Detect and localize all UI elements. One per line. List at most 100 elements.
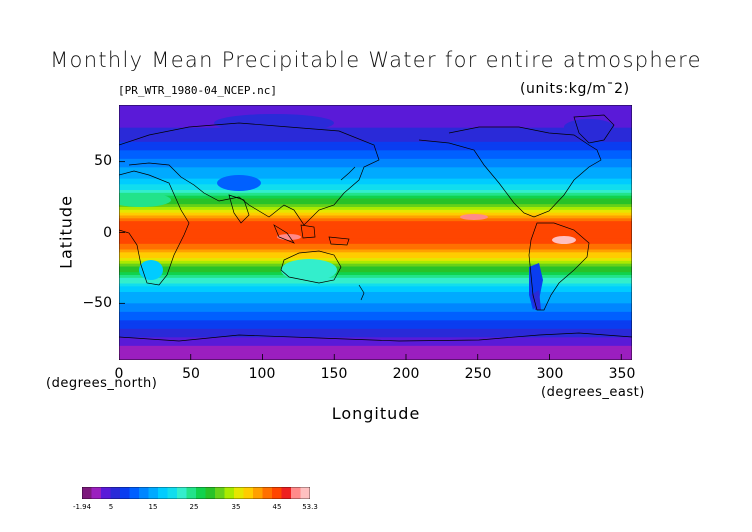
latitude-band — [119, 317, 632, 321]
colorbar-swatch — [234, 487, 244, 499]
latitude-band — [119, 345, 632, 350]
colorbar-swatch — [148, 487, 159, 499]
latitude-band — [119, 255, 632, 259]
latitude-band — [119, 221, 632, 225]
borneo-coast — [300, 224, 316, 239]
new-guinea-coast — [328, 236, 350, 246]
x-tick-0: 0 — [114, 366, 124, 382]
latitude-band — [119, 306, 632, 310]
latitude-band — [119, 283, 632, 287]
latitude-band — [119, 164, 632, 168]
latitude-band — [119, 224, 632, 228]
file-info: [PR_WTR_1980-04_NCEP.nc] — [118, 84, 277, 97]
patagonia-dry — [531, 290, 541, 310]
colorbar-swatch — [253, 487, 263, 499]
colorbar-tick-max: 53.3 — [302, 503, 318, 511]
latitude-band — [119, 178, 632, 183]
x-tick-100: 100 — [248, 366, 276, 382]
latitude-band — [119, 229, 632, 234]
latitude-band — [119, 218, 632, 222]
latitude-band — [119, 167, 632, 171]
colorbar-swatch — [129, 487, 140, 499]
latitude-band — [119, 158, 632, 163]
greenland-coast — [573, 114, 615, 144]
coastlines — [119, 114, 632, 342]
latitude-band — [119, 204, 632, 208]
latitude-band — [119, 212, 632, 217]
colorbar-swatch — [82, 487, 92, 499]
colorbar-swatch — [167, 487, 178, 499]
latitude-band — [119, 294, 632, 299]
latitude-band — [119, 249, 632, 253]
latitude-band — [119, 181, 632, 185]
latitude-band — [119, 260, 632, 265]
latitude-band — [119, 311, 632, 316]
latitude-band — [119, 144, 632, 149]
colorbar-swatch — [196, 487, 206, 499]
latitude-band — [119, 275, 632, 279]
latitude-band — [119, 292, 632, 296]
latitude-band — [119, 133, 632, 137]
latitude-band — [119, 241, 632, 245]
colorbar-swatch — [186, 487, 197, 499]
latitude-band — [119, 113, 632, 117]
warm-pool-peak-1 — [277, 234, 301, 240]
latitude-band — [119, 354, 632, 358]
x-tick-150: 150 — [320, 366, 348, 382]
latitude-band — [119, 343, 632, 347]
latitude-band — [119, 175, 632, 180]
colorbar-swatch — [262, 487, 273, 499]
latitude-band — [119, 300, 632, 304]
africa-coast — [119, 170, 190, 286]
axis-ticks — [119, 161, 622, 360]
latitude-band — [119, 190, 632, 194]
eurasia-coast — [119, 122, 380, 226]
southern-africa-patch — [139, 260, 163, 280]
sumatra-coast — [273, 224, 295, 244]
tibet-dry-patch — [217, 175, 261, 191]
latitude-band — [119, 195, 632, 200]
units-label: (units:kg/m¯2) — [520, 81, 630, 97]
latitude-band — [119, 340, 632, 344]
north-america-coast — [418, 126, 602, 218]
nz-coast — [358, 284, 365, 301]
japan-coast — [340, 166, 356, 181]
latitude-band — [119, 161, 632, 166]
latitude-band — [119, 215, 632, 219]
colorbar-swatch — [205, 487, 216, 499]
latitude-band — [119, 130, 632, 134]
warm-pool-peak-2 — [460, 214, 488, 220]
colorbar-swatch — [291, 487, 301, 499]
latitude-band — [119, 314, 632, 319]
y-tick-50: 50 — [94, 153, 112, 169]
latitude-band — [119, 303, 632, 307]
latitude-band — [119, 198, 632, 202]
x-tick-350: 350 — [608, 366, 636, 382]
x-tick-300: 300 — [536, 366, 564, 382]
antarctica-coast — [119, 332, 632, 342]
colorbar-tick-35: 35 — [231, 503, 241, 511]
latitude-band — [119, 153, 632, 157]
latitude-band — [119, 286, 632, 290]
colorbar-tick-min: -1.94 — [72, 503, 92, 511]
latitude-band — [119, 337, 632, 341]
latitude-band — [119, 139, 632, 143]
chart-title: Monthly Mean Precipitable Water for enti… — [50, 48, 702, 72]
latitude-band — [119, 124, 632, 129]
y-axis-unit: (degrees_north) — [46, 376, 158, 391]
colorbar-swatch — [139, 487, 149, 499]
colorbar-swatch — [91, 487, 102, 499]
latitude-band — [119, 238, 632, 242]
colorbar-swatch — [215, 487, 225, 499]
latitude-band — [119, 226, 632, 231]
latitude-band — [119, 192, 632, 197]
latitude-band — [119, 243, 632, 248]
x-tick-200: 200 — [392, 366, 420, 382]
latitude-band — [119, 266, 632, 270]
sahara-patch — [119, 193, 171, 207]
australia-coast — [280, 250, 342, 284]
colorbar-swatch — [120, 487, 130, 499]
latitude-band — [119, 116, 632, 120]
latitude-band — [119, 127, 632, 132]
latitude-band — [119, 272, 632, 276]
